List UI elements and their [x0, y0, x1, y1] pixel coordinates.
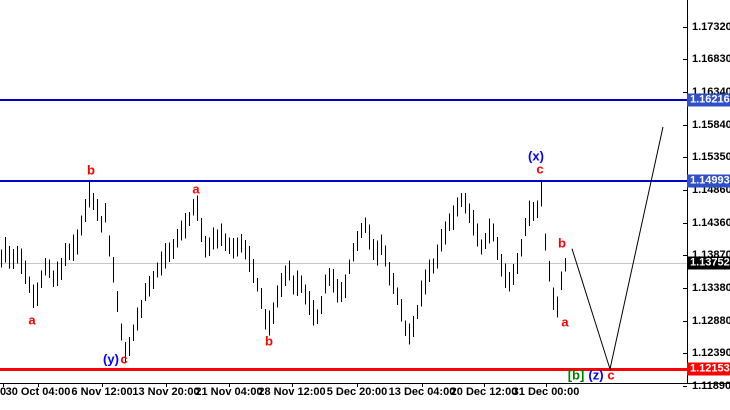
price-tick [683, 255, 687, 256]
price-tick [683, 92, 687, 93]
price-axis-line [687, 0, 688, 383]
time-tick [3, 383, 4, 387]
time-tick [484, 383, 485, 387]
wave-projection-line[interactable] [571, 126, 664, 372]
price-tick [683, 321, 687, 322]
price-tick [683, 386, 687, 387]
time-tick [102, 383, 103, 387]
time-tick [229, 383, 230, 387]
price-tick [683, 157, 687, 158]
time-tick [546, 383, 547, 387]
current-price-line [0, 263, 687, 264]
time-tick [422, 383, 423, 387]
time-tick [357, 383, 358, 387]
time-axis-line [0, 383, 730, 384]
price-tick [683, 190, 687, 191]
time-tick [166, 383, 167, 387]
price-tick [683, 125, 687, 126]
price-tick [683, 288, 687, 289]
price-tick [683, 59, 687, 60]
price-tick [683, 27, 687, 28]
time-tick [38, 383, 39, 387]
price-tick [683, 223, 687, 224]
upper-blue-level[interactable] [0, 99, 687, 101]
time-tick [292, 383, 293, 387]
price-bars [1, 181, 566, 363]
lower-blue-level[interactable] [0, 180, 687, 182]
price-tick [683, 353, 687, 354]
red-support-level[interactable] [0, 368, 687, 371]
